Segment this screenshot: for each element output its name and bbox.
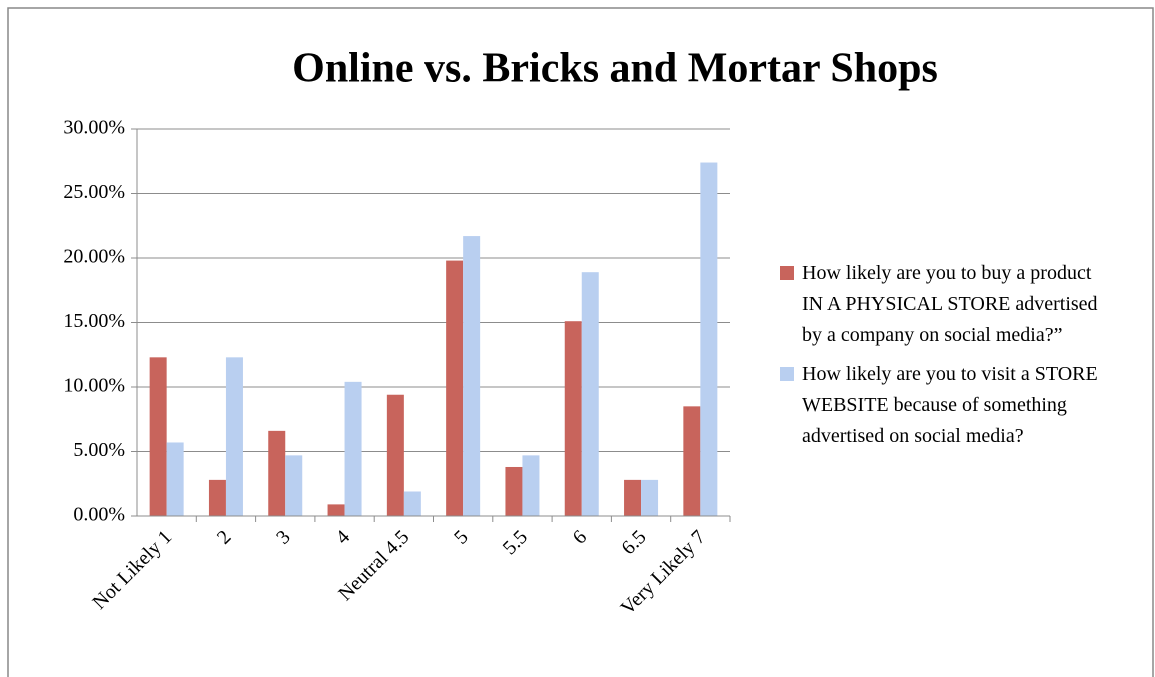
legend-item: How likely are you to visit a STORE WEBS… (780, 359, 1115, 452)
legend-swatch (780, 266, 794, 280)
legend-item: How likely are you to buy a product IN A… (780, 258, 1115, 351)
bar (446, 260, 464, 516)
bar (208, 479, 226, 516)
bar (564, 321, 582, 516)
bar (522, 455, 540, 516)
y-tick-label: 10.00% (63, 375, 125, 397)
y-tick-label: 30.00% (63, 117, 125, 139)
legend: How likely are you to buy a product IN A… (780, 258, 1115, 460)
bar (683, 406, 701, 516)
legend-label: How likely are you to buy a product IN A… (802, 262, 1098, 346)
y-tick-label: 5.00% (73, 439, 125, 461)
bar (641, 479, 659, 516)
chart-title: Online vs. Bricks and Mortar Shops (292, 46, 938, 92)
legend-label: How likely are you to visit a STORE WEBS… (802, 363, 1098, 447)
bar (344, 381, 362, 516)
bar (463, 236, 481, 516)
bar (403, 491, 421, 516)
y-tick-label: 0.00% (73, 504, 125, 526)
bar (700, 162, 718, 517)
bar (285, 455, 303, 516)
bar (225, 357, 243, 516)
y-tick-label: 15.00% (63, 310, 125, 332)
y-tick-label: 25.00% (63, 181, 125, 203)
bar (386, 394, 404, 516)
bar (166, 442, 184, 516)
bar (268, 430, 286, 516)
bar (505, 466, 523, 516)
bar (624, 479, 642, 516)
bar (581, 272, 599, 516)
bar (149, 357, 167, 516)
bar (327, 504, 345, 516)
legend-swatch (780, 367, 794, 381)
y-tick-label: 20.00% (63, 246, 125, 268)
